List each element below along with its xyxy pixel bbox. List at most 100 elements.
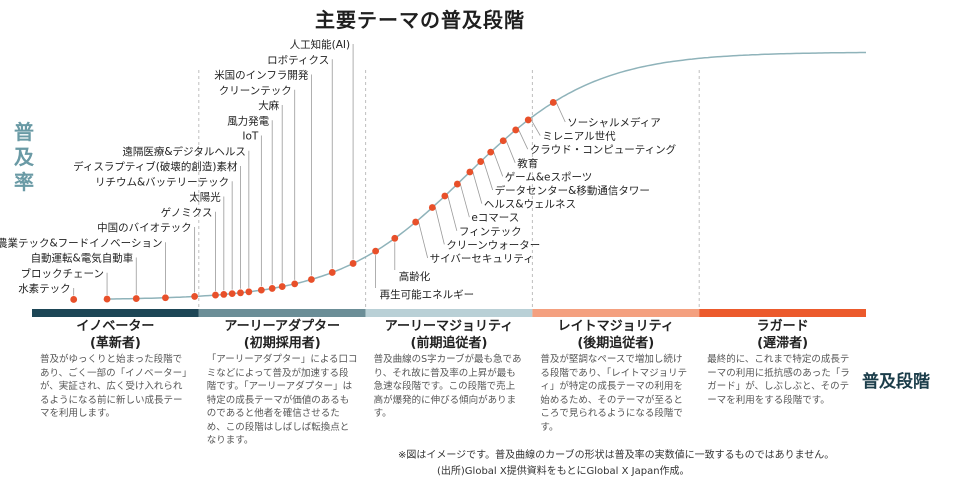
stage-name: アーリーアダプター xyxy=(224,319,341,334)
leader-line xyxy=(434,207,445,245)
theme-label: クリーンウォーター xyxy=(446,239,540,251)
theme-point xyxy=(349,260,357,267)
chart-title: 主要テーマの普及段階 xyxy=(315,8,525,32)
stage-bar-5 xyxy=(699,309,866,317)
stage-bar-2 xyxy=(198,309,366,317)
stage-name: レイトマジョリティ xyxy=(557,319,674,334)
stage-name: イノベーター xyxy=(76,319,155,334)
theme-label: クリーンテック xyxy=(219,85,292,97)
theme-point xyxy=(466,168,474,176)
theme-point xyxy=(477,158,485,165)
theme-points xyxy=(70,99,557,303)
stage-title-2: アーリーアダプター (初期採用者) xyxy=(199,318,366,352)
theme-point xyxy=(212,291,219,299)
theme-label: ゲーム&eスポーツ xyxy=(505,171,593,183)
theme-label: ヘルス&ウェルネス xyxy=(484,199,576,211)
theme-label: ゲノミクス xyxy=(161,207,213,219)
theme-point xyxy=(228,290,236,298)
stage-name: ラガード xyxy=(756,319,809,334)
stage-bar-1 xyxy=(32,309,199,317)
theme-label: 教育 xyxy=(517,157,538,170)
leader-lines xyxy=(73,44,566,296)
theme-label: ミレニアル世代 xyxy=(542,131,616,143)
leader-line xyxy=(518,129,529,150)
theme-label: 米国のインフラ開発 xyxy=(214,69,309,82)
theme-label: クラウド・コンピューティング xyxy=(530,143,677,156)
y-axis-label: 普及率 xyxy=(14,120,34,194)
theme-point xyxy=(70,296,78,303)
leader-line xyxy=(505,140,516,163)
theme-label: 自動運転&電気自動車 xyxy=(31,252,134,265)
theme-label: eコマース xyxy=(471,212,519,224)
theme-label: ソーシャルメディア xyxy=(567,116,661,129)
theme-label: サイバーセキュリティ xyxy=(430,253,534,265)
theme-label: リチウム&バッテリーテック xyxy=(95,176,229,188)
theme-label: 太陽光 xyxy=(189,191,221,204)
leader-line xyxy=(555,102,566,123)
theme-label: 再生可能エネルギー xyxy=(380,288,475,301)
leader-line xyxy=(447,195,458,231)
leader-line xyxy=(472,171,483,204)
theme-point xyxy=(428,204,436,211)
theme-point xyxy=(291,280,299,288)
theme-point xyxy=(103,295,111,303)
source-note: (出所)Global X提供資料をもとにGlobal X Japan作成。 xyxy=(437,466,690,477)
stage-title-4: レイトマジョリティ (後期追従者) xyxy=(532,318,699,352)
leader-line xyxy=(418,221,429,259)
theme-labels: 水素テック ブロックチェーン 自動運転&電気自動車 農業テック&フードイノベーション 中… xyxy=(0,38,677,301)
theme-point xyxy=(307,276,315,283)
leader-line xyxy=(483,161,494,191)
stage-subtitle: (前期追従者) xyxy=(410,336,488,351)
theme-label: 農業テック&フードイノベーション xyxy=(0,236,162,249)
theme-point xyxy=(441,192,449,200)
theme-label: 遠隔医療&デジタルヘルス xyxy=(122,145,245,158)
stage-subtitle: (革新者) xyxy=(89,336,141,351)
theme-point xyxy=(391,234,399,242)
theme-label: ロボティクス xyxy=(267,54,329,66)
theme-label: 人工知能(AI) xyxy=(290,38,350,51)
theme-point xyxy=(220,291,228,298)
theme-point xyxy=(191,293,199,300)
theme-label: データセンター&移動通信タワー xyxy=(495,184,650,197)
theme-label: 中国のバイオテック xyxy=(97,221,192,234)
theme-point xyxy=(524,116,532,124)
stage-subtitle: (後期追従者) xyxy=(577,336,655,351)
theme-point xyxy=(245,288,253,296)
stage-description-1: 普及がゆっくりと始まった段階であり、ごく一部の「イノベーター」が、実証され、広く… xyxy=(40,354,187,419)
theme-point xyxy=(257,286,265,294)
leader-line xyxy=(493,151,504,177)
theme-point xyxy=(268,285,276,292)
stage-description-3: 普及曲線のS字カーブが最も急であり、それ故に普及率の上昇が最も急速な段階です。こ… xyxy=(373,354,522,419)
theme-label: ディスラプティブ(破壊的創造)素材 xyxy=(73,160,238,173)
leader-line xyxy=(459,183,470,218)
stage-title-1: イノベーター (革新者) xyxy=(32,318,199,352)
theme-point xyxy=(372,247,380,255)
theme-label: 風力発電 xyxy=(227,114,269,127)
theme-point xyxy=(328,269,336,276)
theme-label: 水素テック xyxy=(18,282,71,295)
theme-label: 高齢化 xyxy=(399,270,431,283)
stage-title-5: ラガード (遅滞者) xyxy=(699,318,866,352)
stage-description-2: 「アーリーアダプター」による口コミなどによって普及が加速する段階です。「アーリー… xyxy=(206,354,358,446)
stage-subtitle: (遅滞者) xyxy=(757,336,809,351)
x-axis-label: 普及段階 xyxy=(862,372,930,392)
theme-point xyxy=(487,148,495,156)
theme-point xyxy=(512,126,520,134)
stage-bar-3 xyxy=(365,309,533,317)
theme-label: ブロックチェーン xyxy=(21,267,104,280)
stage-color-bar xyxy=(32,309,866,317)
stage-description-5: 最終的に、これまで特定の成長テーマの利用に抵抗感のあった「ラガード」が、しぶしぶ… xyxy=(707,354,850,406)
theme-point xyxy=(549,99,557,106)
stage-subtitle: (初期採用者) xyxy=(243,336,321,351)
theme-label: フィンテック xyxy=(459,226,522,238)
theme-label: 大麻 xyxy=(258,99,279,112)
theme-point xyxy=(237,289,244,297)
theme-point xyxy=(453,180,461,188)
leader-line xyxy=(530,119,541,136)
theme-point xyxy=(412,218,420,226)
stage-name: アーリーマジョリティ xyxy=(384,319,514,334)
stage-bar-4 xyxy=(532,309,700,317)
stage-title-3: アーリーマジョリティ (前期追従者) xyxy=(366,318,533,352)
stage-dividers xyxy=(198,70,700,309)
